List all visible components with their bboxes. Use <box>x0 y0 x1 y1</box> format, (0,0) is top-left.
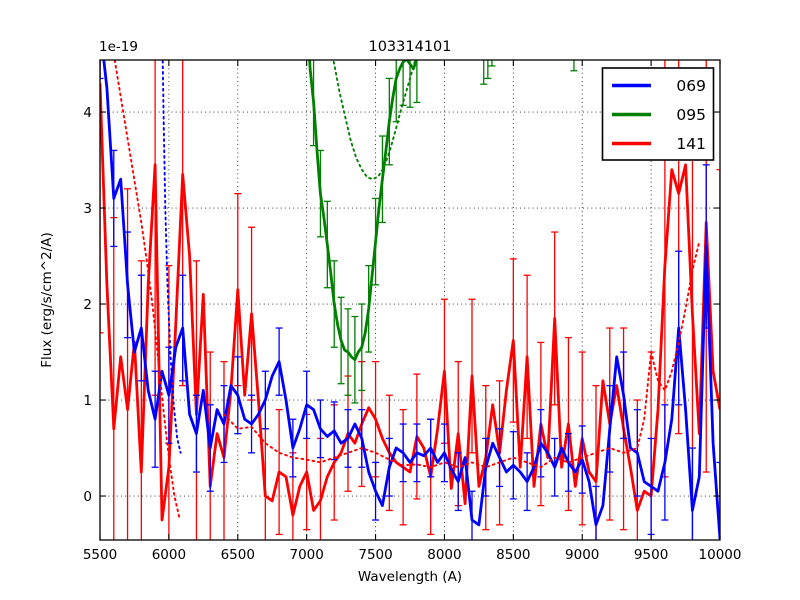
series-line-095-dotted <box>332 60 417 181</box>
y-tick-label: 1 <box>83 393 92 409</box>
axes-frame <box>99 59 721 541</box>
x-tick-label: 6500 <box>221 547 255 563</box>
y-axis-offset-text: 1e-19 <box>99 39 138 55</box>
series-line-141 <box>100 83 720 522</box>
axis-ticks <box>99 60 721 540</box>
plot-title: 103314101 <box>368 39 451 55</box>
series-069-dotted <box>161 60 182 454</box>
x-tick-label: 9500 <box>634 547 668 563</box>
series-line-095-high-points <box>484 21 574 35</box>
x-tick-label: 8000 <box>427 547 461 563</box>
y-tick-label: 2 <box>83 297 92 313</box>
x-tick-label: 5500 <box>83 547 117 563</box>
series-069 <box>100 60 720 540</box>
legend-label-141: 141 <box>676 135 706 153</box>
x-axis-label: Wavelength (A) <box>358 569 462 585</box>
series-line-069 <box>102 60 720 540</box>
legend: 069 095 141 <box>601 67 715 161</box>
series-line-069-dotted <box>161 60 182 454</box>
series-line-095 <box>308 60 419 362</box>
data-series <box>100 21 720 540</box>
series-line-141-dotted-right <box>223 240 701 469</box>
y-axis-label: Flux (erg/s/cm^2/A) <box>39 232 55 367</box>
y-tick-label: 3 <box>83 201 92 217</box>
tick-labels: 5500 6000 6500 7000 7500 8000 8500 9000 9500 1000… <box>83 105 742 563</box>
series-141-dotted-right <box>223 240 701 469</box>
legend-label-095: 095 <box>676 106 706 124</box>
x-tick-label: 7000 <box>289 547 323 563</box>
legend-label-069: 069 <box>676 77 706 95</box>
series-095 <box>308 60 421 404</box>
plot-border <box>99 59 721 541</box>
series-141-dotted-left <box>113 60 181 521</box>
x-tick-label: 10000 <box>699 547 742 563</box>
x-tick-label: 6000 <box>152 547 186 563</box>
x-tick-label: 9000 <box>565 547 599 563</box>
series-line-141-dotted-left <box>113 60 181 521</box>
y-tick-label: 0 <box>83 489 92 505</box>
x-tick-label: 8500 <box>496 547 530 563</box>
series-095-high-points <box>480 21 578 85</box>
x-tick-label: 7500 <box>358 547 392 563</box>
series-095-dotted <box>332 60 417 181</box>
y-tick-label: 4 <box>83 105 92 121</box>
